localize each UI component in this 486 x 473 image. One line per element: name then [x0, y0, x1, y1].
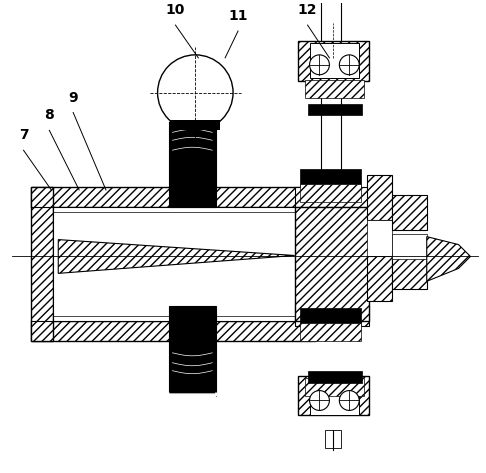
Bar [299, 184, 361, 202]
Text: 10: 10 [166, 3, 185, 17]
Bar [310, 381, 359, 415]
Circle shape [310, 55, 330, 75]
Circle shape [339, 391, 359, 411]
Bar [169, 306, 216, 395]
Bar [32, 321, 314, 341]
Bar [295, 306, 369, 326]
Bar [308, 371, 362, 383]
Bar [392, 195, 427, 230]
Text: 8: 8 [44, 108, 54, 123]
Bar [297, 41, 369, 81]
Bar [295, 187, 369, 207]
Polygon shape [58, 240, 295, 273]
Bar [305, 79, 364, 97]
Bar [305, 377, 364, 395]
Bar [310, 43, 359, 78]
Bar [367, 175, 392, 220]
Bar [32, 187, 53, 341]
Bar [53, 207, 314, 321]
Bar [392, 254, 427, 289]
Text: 11: 11 [228, 9, 248, 23]
Bar [326, 430, 341, 448]
Bar [308, 104, 362, 115]
Text: 12: 12 [298, 3, 317, 17]
Circle shape [310, 391, 330, 411]
Bar [367, 256, 392, 301]
Polygon shape [427, 236, 470, 281]
Bar [392, 234, 427, 260]
Circle shape [157, 55, 233, 131]
Bar [297, 376, 369, 415]
Bar [299, 323, 361, 341]
Circle shape [339, 55, 359, 75]
Bar [171, 121, 220, 131]
Bar [321, 0, 341, 197]
Bar [169, 121, 216, 207]
Text: 7: 7 [18, 128, 28, 142]
Bar [32, 187, 314, 207]
Text: 9: 9 [69, 90, 78, 105]
Bar [299, 169, 361, 187]
Bar [299, 308, 361, 326]
Bar [295, 207, 369, 321]
Bar [367, 220, 392, 256]
